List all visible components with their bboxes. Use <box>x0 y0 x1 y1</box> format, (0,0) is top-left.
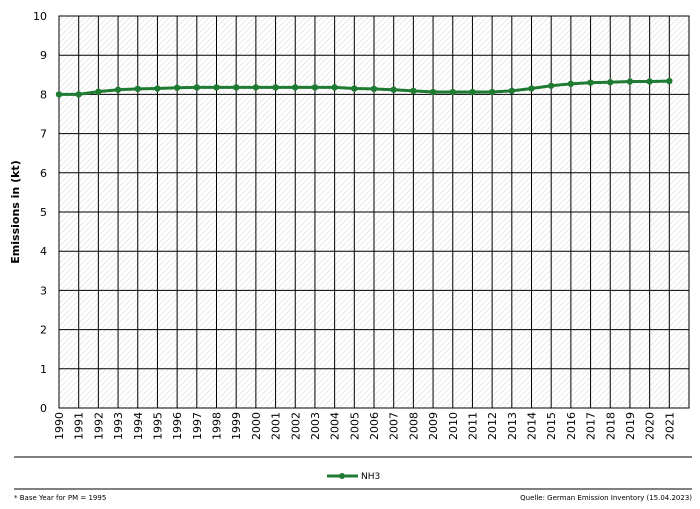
data-point <box>311 84 319 91</box>
x-tick-label: 2018 <box>604 412 617 440</box>
data-point <box>331 84 338 91</box>
x-tick-label: 1990 <box>53 412 66 440</box>
legend-swatch-marker <box>339 473 345 479</box>
data-point <box>193 84 201 91</box>
data-point <box>429 88 437 96</box>
data-point <box>449 88 456 96</box>
x-tick-label: 2021 <box>663 412 676 440</box>
x-tick-label: 2000 <box>250 412 263 440</box>
y-tick-label: 2 <box>40 324 47 337</box>
x-tick-label: 1991 <box>73 412 86 440</box>
data-point <box>547 82 555 89</box>
y-tick-label: 0 <box>40 402 47 415</box>
data-point <box>469 88 476 96</box>
y-axis-ticks: 0 1 2 3 4 5 6 7 8 9 10 <box>33 10 47 415</box>
data-point <box>646 78 653 85</box>
x-tick-label: 2006 <box>368 412 381 440</box>
data-point <box>114 86 122 93</box>
y-tick-label: 1 <box>40 363 47 376</box>
x-tick-label: 2012 <box>486 412 499 440</box>
x-tick-label: 2008 <box>407 412 420 440</box>
x-tick-label: 2011 <box>466 412 479 440</box>
legend: NH3 <box>327 472 380 482</box>
x-tick-label: 2016 <box>565 412 578 440</box>
base-year-note: * Base Year for PM = 1995 <box>14 494 106 502</box>
data-point <box>410 87 417 95</box>
data-point <box>134 85 141 93</box>
y-tick-label: 4 <box>40 245 47 258</box>
x-tick-label: 2019 <box>624 412 637 440</box>
data-point <box>272 84 279 91</box>
x-tick-label: 1996 <box>171 412 184 440</box>
data-point <box>528 85 535 92</box>
data-point <box>567 80 575 88</box>
series-line-nh3 <box>59 79 670 96</box>
data-point <box>173 84 181 91</box>
x-tick-label: 1992 <box>92 412 105 440</box>
data-point <box>154 85 161 92</box>
x-tick-label: 1995 <box>151 412 164 440</box>
y-tick-label: 6 <box>40 167 47 180</box>
x-tick-label: 1998 <box>211 412 224 440</box>
data-point <box>95 88 102 95</box>
y-tick-label: 10 <box>33 10 47 23</box>
x-tick-label: 2013 <box>506 412 519 440</box>
x-tick-label: 1993 <box>112 412 125 440</box>
data-point <box>370 85 378 93</box>
x-tick-label: 1994 <box>132 412 145 440</box>
x-tick-label: 2009 <box>427 412 440 440</box>
data-point <box>252 84 260 91</box>
y-tick-label: 9 <box>40 49 47 62</box>
data-point <box>626 78 634 85</box>
x-tick-label: 2001 <box>270 412 283 440</box>
x-tick-label: 2005 <box>348 412 361 440</box>
data-point <box>666 77 673 85</box>
y-tick-label: 3 <box>40 284 47 297</box>
x-tick-label: 2002 <box>289 412 302 440</box>
x-tick-label: 2015 <box>545 412 558 440</box>
x-tick-label: 2014 <box>526 412 539 440</box>
data-point <box>488 88 496 96</box>
data-point <box>587 79 594 86</box>
x-tick-label: 2007 <box>388 412 401 440</box>
source-note: Quelle: German Emission Inventory (15.04… <box>520 494 692 502</box>
x-tick-label: 2010 <box>447 412 460 440</box>
y-tick-label: 7 <box>40 128 47 141</box>
legend-entry-nh3: NH3 <box>361 472 380 482</box>
data-point <box>607 79 614 86</box>
x-tick-label: 2004 <box>329 412 342 440</box>
data-point <box>508 87 516 95</box>
y-axis-label: Emissions in (kt) <box>9 160 22 263</box>
x-tick-label: 2017 <box>585 412 598 440</box>
data-point <box>213 84 220 91</box>
data-point <box>55 91 63 98</box>
x-tick-label: 2020 <box>644 412 657 440</box>
x-tick-label: 2003 <box>309 412 322 440</box>
x-tick-label: 1997 <box>191 412 204 440</box>
data-point <box>351 85 358 92</box>
y-tick-label: 5 <box>40 206 47 219</box>
plot-border <box>58 15 690 409</box>
data-point <box>75 91 82 98</box>
series-layer <box>55 77 673 98</box>
data-point <box>292 84 299 91</box>
x-axis-ticks: 1990 1991 1992 1993 1994 1995 1996 1997 1998 1999… <box>53 412 676 440</box>
x-tick-label: 1999 <box>230 412 243 440</box>
data-point <box>390 86 397 93</box>
y-tick-label: 8 <box>40 88 47 101</box>
data-point <box>232 84 240 91</box>
